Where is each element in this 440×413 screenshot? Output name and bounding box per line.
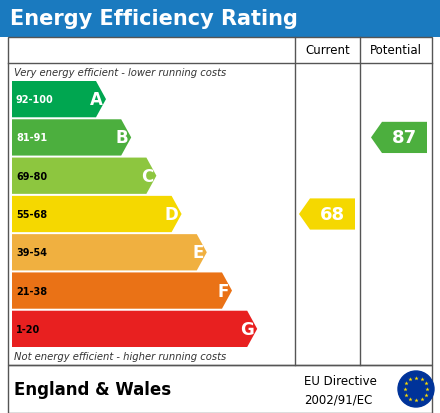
Text: Potential: Potential	[370, 44, 422, 57]
Polygon shape	[371, 123, 427, 154]
Text: 68: 68	[320, 206, 345, 223]
Text: A: A	[90, 91, 103, 109]
Text: D: D	[165, 206, 179, 223]
Text: Not energy efficient - higher running costs: Not energy efficient - higher running co…	[14, 351, 226, 361]
Text: 1-20: 1-20	[16, 324, 40, 334]
Text: England & Wales: England & Wales	[14, 380, 171, 398]
Bar	[0, 0, 440, 38]
Text: 81-91: 81-91	[16, 133, 47, 143]
Text: 21-38: 21-38	[16, 286, 47, 296]
Text: Very energy efficient - lower running costs: Very energy efficient - lower running co…	[14, 68, 226, 78]
Text: 2002/91/EC: 2002/91/EC	[304, 392, 372, 405]
Text: B: B	[116, 129, 128, 147]
Circle shape	[398, 371, 434, 407]
Bar	[8, 38, 432, 365]
Text: C: C	[141, 167, 154, 185]
Polygon shape	[12, 82, 106, 118]
Text: 92-100: 92-100	[16, 95, 54, 105]
Text: 55-68: 55-68	[16, 209, 47, 219]
Text: 69-80: 69-80	[16, 171, 47, 181]
Polygon shape	[12, 273, 232, 309]
Polygon shape	[12, 235, 207, 271]
Polygon shape	[299, 199, 355, 230]
Polygon shape	[12, 197, 182, 233]
Polygon shape	[12, 158, 156, 195]
Text: Current: Current	[305, 44, 350, 57]
Text: 87: 87	[392, 129, 417, 147]
Text: Energy Efficiency Rating: Energy Efficiency Rating	[10, 9, 298, 29]
Polygon shape	[12, 120, 131, 156]
Text: 39-54: 39-54	[16, 248, 47, 258]
Text: EU Directive: EU Directive	[304, 374, 377, 387]
Bar	[0, 365, 440, 413]
Polygon shape	[12, 311, 257, 347]
Text: E: E	[192, 244, 204, 262]
Bar	[8, 365, 432, 413]
Text: G: G	[240, 320, 254, 338]
Text: F: F	[218, 282, 229, 300]
